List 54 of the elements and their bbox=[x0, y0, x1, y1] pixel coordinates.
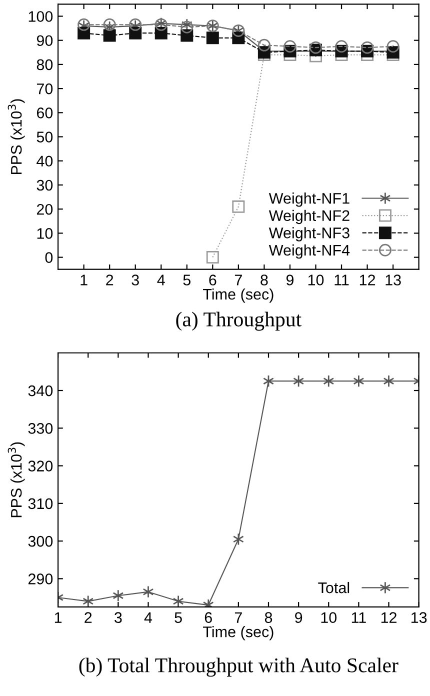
x-tick-label: 4 bbox=[157, 274, 165, 286]
y-tick-label: 20 bbox=[36, 204, 53, 215]
y-tick-label: 340 bbox=[28, 385, 53, 396]
x-tick-label: 8 bbox=[264, 612, 272, 623]
x-tick-label: 7 bbox=[234, 612, 242, 623]
y-tick-label: 40 bbox=[36, 156, 53, 167]
x-tick-label: 11 bbox=[334, 274, 349, 286]
x-tick-label: 12 bbox=[381, 612, 396, 623]
y-tick-label: 90 bbox=[36, 35, 53, 46]
x-tick-label: 7 bbox=[234, 274, 242, 286]
x-tick-label: 3 bbox=[114, 612, 122, 623]
y-tick-label: 50 bbox=[36, 132, 53, 142]
y-tick-label: 30 bbox=[36, 180, 53, 191]
x-tick-label: 3 bbox=[132, 274, 139, 286]
x-tick-label: 10 bbox=[321, 612, 337, 623]
text: (a) Throughput bbox=[176, 312, 302, 331]
x-tick-label: 9 bbox=[295, 612, 302, 623]
x-tick-label: 5 bbox=[183, 274, 191, 286]
y-tick-label: 80 bbox=[36, 59, 53, 70]
legend-label: Total bbox=[318, 582, 350, 594]
x-tick-label: 10 bbox=[308, 274, 324, 286]
x-tick-label: 4 bbox=[144, 612, 152, 623]
y-tick-label: 10 bbox=[37, 228, 53, 239]
x-axis-title: Time (sec) bbox=[202, 626, 274, 640]
x-tick-label: 13 bbox=[386, 274, 401, 286]
y-tick-label: 310 bbox=[28, 498, 53, 510]
x-tick-label: 2 bbox=[84, 612, 92, 623]
y-tick-label: 330 bbox=[28, 423, 53, 434]
legend-label: Weight-NF1 bbox=[268, 192, 350, 207]
y-tick-label: 100 bbox=[28, 11, 53, 22]
x-tick-label: 11 bbox=[352, 612, 366, 623]
y-tick-label: 290 bbox=[28, 574, 53, 584]
y-tick-label: 60 bbox=[36, 108, 53, 118]
x-tick-label: 2 bbox=[106, 274, 114, 286]
x-tick-label: 13 bbox=[411, 612, 427, 623]
legend-label: Weight-NF2 bbox=[268, 210, 350, 224]
x-tick-label: 6 bbox=[209, 274, 216, 286]
x-tick-label: 9 bbox=[286, 274, 294, 286]
x-tick-label: 1 bbox=[54, 612, 62, 623]
text: (b) Total Throughput with Auto Scaler bbox=[79, 658, 398, 677]
x-axis-title: Time (sec) bbox=[202, 288, 274, 303]
y-tick-label: 300 bbox=[28, 536, 53, 547]
x-tick-label: 1 bbox=[80, 274, 88, 286]
x-tick-label: 12 bbox=[360, 274, 376, 286]
y-axis-title: PPS (x10$^{3}$) bbox=[8, 99, 25, 174]
x-tick-label: 8 bbox=[260, 274, 268, 286]
y-tick-label: 0 bbox=[45, 252, 53, 263]
y-tick-label: 70 bbox=[36, 83, 53, 94]
x-tick-label: 6 bbox=[204, 612, 212, 623]
legend-label: Weight-NF3 bbox=[268, 227, 350, 242]
y-tick-label: 320 bbox=[28, 460, 53, 472]
legend-label: Weight-NF4 bbox=[268, 244, 350, 259]
x-tick-label: 5 bbox=[174, 612, 182, 623]
y-axis-title: PPS (x10$^{3}$) bbox=[8, 442, 25, 518]
